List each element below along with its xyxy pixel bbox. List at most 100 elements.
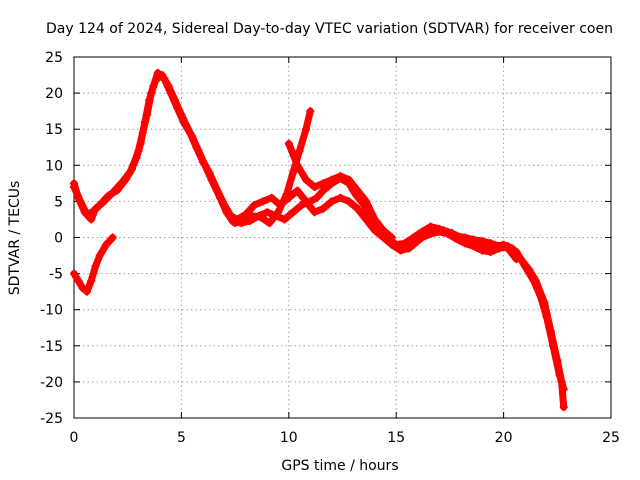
x-tick-label: 20 (495, 430, 513, 446)
y-axis-label: SDTVAR / TECUs (7, 181, 23, 296)
y-tick-label: -20 (40, 375, 63, 391)
data-point (82, 210, 91, 219)
data-point (293, 161, 302, 170)
data-point (289, 208, 298, 217)
data-point (387, 233, 396, 242)
data-point (503, 244, 512, 253)
data-point (170, 96, 179, 105)
data-point (104, 191, 113, 200)
data-point (486, 239, 495, 248)
data-point (319, 204, 328, 213)
data-point (108, 233, 117, 242)
data-point (417, 227, 426, 236)
data-point (82, 287, 91, 296)
series-line (285, 140, 396, 241)
data-point (112, 186, 121, 195)
x-axis: 0 5 10 15 20 25 (70, 57, 620, 446)
data-point (147, 89, 156, 98)
data-point (443, 229, 452, 238)
y-axis: -25 -20 -15 -10 -5 0 5 10 15 20 25 (40, 50, 611, 427)
grid (74, 57, 611, 418)
data-point (435, 224, 444, 233)
data-point (78, 284, 87, 293)
data-point (370, 215, 379, 224)
y-tick-label: 10 (45, 158, 63, 174)
data-point (127, 164, 136, 173)
y-tick-label: -10 (40, 303, 63, 319)
data-point (460, 233, 469, 242)
data-point (379, 226, 388, 235)
data-point (87, 215, 96, 224)
data-point (319, 186, 328, 195)
data-point (70, 269, 78, 278)
plot-border (73, 56, 612, 419)
data-point (134, 146, 143, 155)
data-point (327, 197, 336, 206)
y-tick-label: 20 (45, 86, 63, 102)
data-point (121, 175, 130, 184)
data-point (256, 213, 265, 222)
data-point (301, 125, 310, 134)
series-track-3 (70, 233, 117, 296)
data-point (70, 182, 78, 191)
data-point (512, 255, 521, 264)
data-point (478, 246, 487, 255)
data-point (344, 197, 353, 206)
data-point (310, 208, 319, 217)
data-point (452, 232, 461, 241)
data-series (70, 68, 568, 412)
data-point (301, 175, 310, 184)
x-tick-label: 0 (70, 430, 79, 446)
data-point (211, 182, 220, 191)
data-point (284, 139, 293, 148)
data-point (263, 208, 272, 217)
data-point (559, 403, 568, 412)
data-point (495, 242, 504, 251)
data-point (87, 276, 96, 285)
data-point (405, 244, 414, 253)
data-point (265, 219, 274, 228)
data-point (531, 276, 540, 285)
data-point (370, 226, 379, 235)
data-point (327, 175, 336, 184)
y-tick-label: -25 (40, 411, 63, 427)
data-point (95, 201, 104, 210)
data-point (336, 193, 345, 202)
data-point (239, 213, 248, 222)
data-point (289, 168, 298, 177)
data-point (95, 251, 104, 260)
y-tick-label: -15 (40, 339, 63, 355)
data-point (540, 298, 549, 307)
data-point (293, 186, 302, 195)
x-tick-label: 25 (602, 430, 620, 446)
data-point (89, 207, 98, 216)
data-point (426, 222, 435, 231)
data-point (102, 240, 111, 249)
data-point (151, 76, 160, 85)
data-point (280, 215, 289, 224)
y-tick-label: 5 (54, 194, 63, 210)
data-point (312, 193, 321, 202)
data-point (158, 71, 167, 80)
data-point (185, 128, 194, 137)
plot-frame (73, 56, 612, 419)
data-point (409, 233, 418, 242)
data-point (469, 235, 478, 244)
data-point (478, 237, 487, 246)
data-point (319, 179, 328, 188)
data-point (267, 193, 276, 202)
data-point (353, 204, 362, 213)
y-tick-label: -5 (49, 267, 63, 283)
data-point (143, 110, 152, 119)
data-point (295, 146, 304, 155)
data-point (220, 201, 229, 210)
y-tick-label: 25 (45, 50, 63, 66)
data-point (74, 276, 83, 285)
x-tick-label: 5 (177, 430, 186, 446)
data-point (198, 157, 207, 166)
data-point (306, 107, 315, 116)
data-point (91, 262, 100, 271)
y-tick-label: 15 (45, 122, 63, 138)
x-tick-label: 10 (280, 430, 298, 446)
